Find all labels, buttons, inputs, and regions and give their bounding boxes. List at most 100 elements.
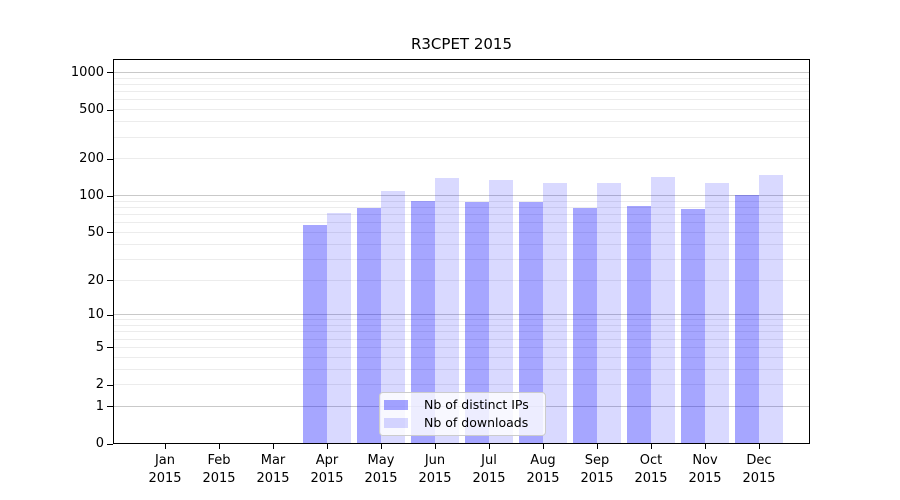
x-tick-mark <box>488 444 490 449</box>
y-tick-mark <box>107 314 113 316</box>
y-tick-mark <box>107 347 113 349</box>
x-tick-year: 2015 <box>310 470 344 486</box>
x-tick-month: Feb <box>207 453 231 468</box>
bar-downloads <box>651 177 675 443</box>
x-tick-label: May 2015 <box>351 452 411 487</box>
x-tick-month: Sep <box>584 453 610 468</box>
x-tick-label: Jul 2015 <box>459 452 519 487</box>
x-tick-month: Mar <box>260 453 286 468</box>
x-tick-mark <box>758 444 760 449</box>
y-tick-label: 200 <box>79 151 104 167</box>
gridline-minor <box>114 368 809 370</box>
gridline-minor <box>114 279 809 281</box>
bar-downloads <box>543 182 567 443</box>
x-tick-mark <box>326 444 328 449</box>
legend: Nb of distinct IPs Nb of downloads <box>379 392 546 436</box>
gridline-minor <box>114 77 809 79</box>
gridline-minor <box>114 222 809 224</box>
x-tick-year: 2015 <box>742 470 776 486</box>
y-tick-mark <box>107 109 113 111</box>
bar-distinct-ips <box>357 208 381 443</box>
y-tick-label: 2 <box>95 377 104 392</box>
bar-distinct-ips <box>681 209 705 443</box>
x-tick-month: Nov <box>692 453 718 468</box>
x-tick-year: 2015 <box>634 470 668 486</box>
y-tick-mark <box>107 406 113 408</box>
gridline-minor <box>114 158 809 160</box>
plot-area: Nb of distinct IPs Nb of downloads <box>113 59 810 444</box>
gridline-minor <box>114 243 809 245</box>
x-tick-label: Sep 2015 <box>567 452 627 487</box>
bar-downloads <box>759 175 783 443</box>
x-tick-label: Oct 2015 <box>621 452 681 487</box>
x-tick-year: 2015 <box>418 470 452 486</box>
legend-swatch-downloads <box>384 418 408 428</box>
bar-distinct-ips <box>627 206 651 443</box>
legend-label: Nb of downloads <box>424 415 529 430</box>
y-tick-label: 50 <box>87 224 104 240</box>
bar-distinct-ips <box>573 208 597 443</box>
x-tick-month: Dec <box>746 453 772 468</box>
x-tick-year: 2015 <box>526 470 560 486</box>
y-tick-label: 5 <box>95 339 104 355</box>
gridline-minor <box>114 325 809 326</box>
gridline-major <box>114 195 809 197</box>
y-tick-mark <box>107 280 113 281</box>
gridline-major <box>114 314 809 316</box>
x-tick-year: 2015 <box>202 470 236 486</box>
chart-title: R3CPET 2015 <box>410 35 513 53</box>
gridline-minor <box>114 99 809 101</box>
bar-distinct-ips <box>735 195 759 443</box>
gridline-minor <box>114 231 809 233</box>
gridline-minor <box>114 200 809 202</box>
x-tick-label: Jun 2015 <box>405 452 465 487</box>
gridline-minor <box>114 331 809 333</box>
x-tick-year: 2015 <box>472 470 506 486</box>
x-tick-mark <box>380 444 382 449</box>
y-tick-label: 1000 <box>70 64 104 80</box>
x-tick-month: Aug <box>530 453 556 468</box>
x-tick-month: May <box>367 453 395 468</box>
x-tick-month: Oct <box>639 453 663 468</box>
gridline-minor <box>114 121 809 123</box>
x-tick-year: 2015 <box>580 470 614 486</box>
x-tick-year: 2015 <box>256 470 290 486</box>
legend-swatch-distinct-ips <box>384 400 408 410</box>
x-tick-label: Aug 2015 <box>513 452 573 487</box>
gridline-minor <box>114 338 809 340</box>
gridline-minor <box>114 83 809 85</box>
gridline-minor <box>114 109 809 111</box>
x-tick-mark <box>704 444 706 449</box>
x-tick-year: 2015 <box>688 470 722 486</box>
gridline-minor <box>114 356 809 358</box>
x-tick-mark <box>650 444 652 449</box>
y-tick-label: 100 <box>79 188 104 204</box>
y-tick-label: 500 <box>79 102 104 118</box>
y-tick-label: 20 <box>87 272 104 288</box>
x-tick-month: Jul <box>481 453 497 468</box>
gridline-minor <box>114 136 809 138</box>
y-tick-label: 0 <box>95 436 104 451</box>
x-tick-mark <box>542 444 544 449</box>
gridline-minor <box>114 207 809 209</box>
gridline-minor <box>114 214 809 216</box>
x-tick-mark <box>164 444 166 449</box>
bar-distinct-ips <box>303 224 327 443</box>
y-tick-label: 1 <box>95 398 104 414</box>
y-tick-mark <box>107 232 113 234</box>
x-tick-label: Jan 2015 <box>135 452 195 487</box>
y-tick-mark <box>107 384 113 386</box>
x-tick-mark <box>218 444 220 449</box>
gridline-minor <box>114 384 809 385</box>
x-tick-month: Apr <box>315 453 339 468</box>
x-tick-mark <box>596 444 598 449</box>
y-tick-label: 10 <box>87 307 104 323</box>
bar-downloads <box>597 183 621 443</box>
x-tick-label: Nov 2015 <box>675 452 735 487</box>
x-tick-label: Apr 2015 <box>297 452 357 487</box>
gridline-minor <box>114 319 809 321</box>
y-tick-mark <box>107 195 113 197</box>
x-tick-label: Feb 2015 <box>189 452 249 487</box>
gridline-minor <box>114 346 809 348</box>
